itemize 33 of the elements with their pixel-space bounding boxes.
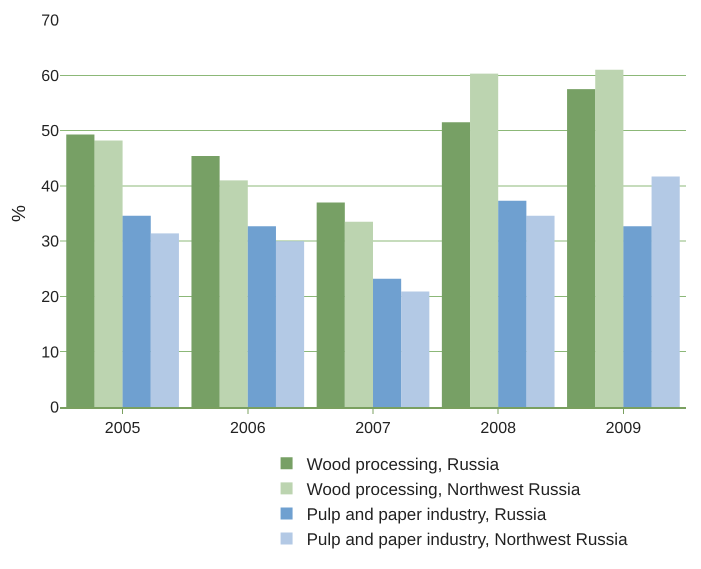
legend-label: Pulp and paper industry, Northwest Russia	[306, 530, 628, 550]
bar	[623, 226, 652, 407]
bar	[94, 140, 123, 407]
bar	[373, 278, 402, 407]
x-tick-label: 2008	[480, 420, 516, 437]
y-tick-label: 10	[41, 344, 60, 362]
x-tick-label: 2009	[606, 420, 642, 437]
bar	[401, 291, 430, 407]
y-tick-label: 30	[41, 234, 60, 251]
y-tick-label: 20	[41, 289, 60, 306]
bar	[276, 241, 304, 407]
bar	[470, 74, 498, 407]
x-tick-label: 2005	[104, 420, 140, 437]
bar	[526, 216, 555, 407]
bar	[344, 222, 373, 407]
bar	[220, 180, 248, 407]
bar	[595, 70, 624, 407]
x-tick-label: 2007	[355, 420, 391, 437]
y-tick-label: 0	[50, 400, 60, 417]
y-tick-label: 70	[41, 12, 60, 30]
y-tick-label: 50	[41, 123, 60, 140]
y-tick-label: 60	[41, 68, 60, 85]
x-tick-label: 2006	[230, 420, 266, 437]
bar	[652, 176, 680, 407]
bar	[248, 226, 276, 407]
legend-label: Wood processing, Russia	[306, 454, 500, 474]
y-tick-label: 40	[41, 178, 60, 196]
legend-label: Pulp and paper industry, Russia	[306, 505, 547, 524]
bar	[150, 233, 179, 407]
bar	[122, 216, 151, 407]
legend-label: Wood processing, Northwest Russia	[306, 480, 581, 499]
bar	[498, 200, 526, 407]
y-axis-title: %	[9, 204, 30, 222]
